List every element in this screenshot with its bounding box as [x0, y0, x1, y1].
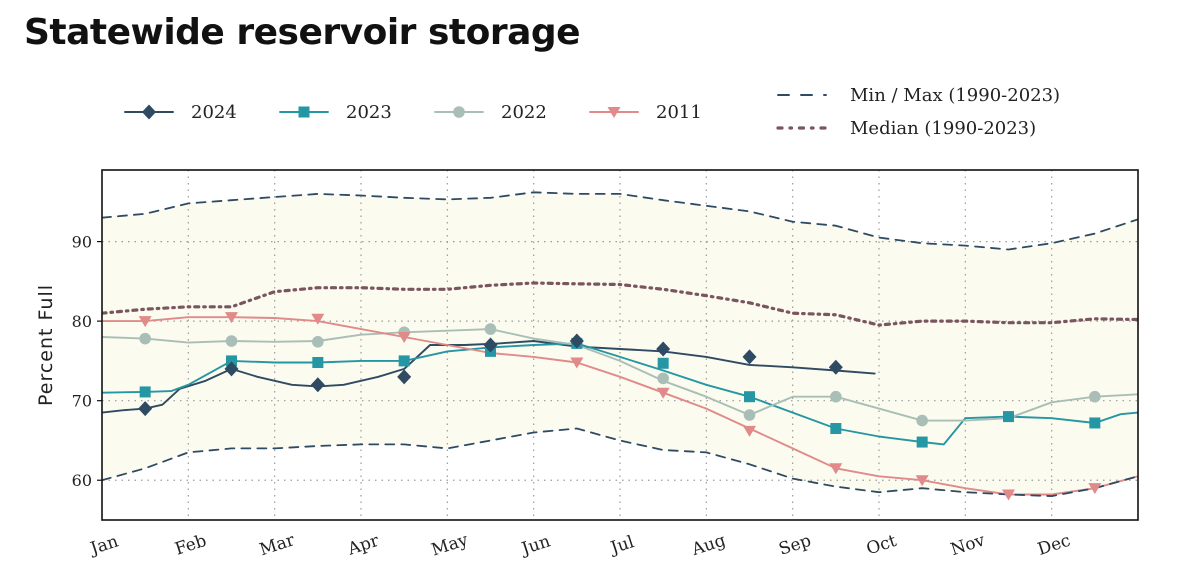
y-tick-label: 70	[72, 392, 92, 411]
marker-2024	[138, 401, 153, 417]
marker-2022	[312, 336, 324, 348]
series-line-2023	[102, 342, 1138, 446]
series-line-2022	[102, 328, 1138, 422]
x-tick-label: May	[429, 530, 471, 561]
y-axis-label: Percent Full	[35, 284, 57, 406]
legend-item-2011: 2011	[589, 102, 702, 123]
marker-2022	[916, 414, 928, 427]
marker-2024	[483, 337, 498, 353]
x-tick-label: Apr	[345, 531, 383, 560]
x-tick-label: Mar	[257, 530, 298, 560]
marker-2011	[570, 357, 584, 369]
plot-area	[101, 169, 1139, 521]
series-line-2011	[102, 316, 1138, 496]
marker-2011	[311, 313, 325, 325]
marker-2022	[743, 409, 756, 421]
x-tick-label: Feb	[173, 531, 210, 560]
marker-2011	[1002, 489, 1015, 501]
x-tick-label: Nov	[948, 530, 988, 560]
y-tick-label: 60	[72, 471, 92, 490]
marker-2024	[310, 377, 325, 393]
marker-2011	[915, 475, 929, 487]
marker-2022	[657, 372, 669, 385]
marker-2022	[830, 390, 842, 403]
legend-label: 2022	[501, 102, 547, 123]
marker-2022	[225, 335, 238, 347]
x-tick-label: Sep	[777, 531, 814, 560]
plot-frame	[101, 169, 1139, 521]
legend-marker	[607, 107, 621, 118]
marker-2023	[744, 391, 755, 403]
legend: 2024 2023 2022 2011 Min / Max (1990-2023) Med…	[124, 85, 1060, 139]
marker-2011	[225, 312, 238, 324]
x-tick-label: Dec	[1035, 531, 1073, 560]
legend-item-min-max-1990-2023: Min / Max (1990-2023)	[777, 85, 1060, 106]
series-line-median-1990-2023	[102, 281, 1138, 327]
marker-2011	[397, 332, 411, 344]
legend-item-2023: 2023	[279, 102, 392, 123]
marker-2022	[1089, 390, 1101, 403]
legend-label: Min / Max (1990-2023)	[850, 85, 1060, 106]
marker-2023	[1089, 417, 1101, 429]
x-tick-label: Jul	[606, 532, 636, 559]
marker-2011	[138, 316, 152, 328]
series-line-min-max-1990-2023	[102, 191, 1138, 251]
x-tick-label: Jun	[517, 531, 552, 560]
legend-item-2022: 2022	[434, 102, 547, 123]
marker-2024	[828, 359, 843, 375]
legend-marker	[142, 104, 156, 120]
marker-2024	[224, 361, 239, 377]
marker-2023	[916, 436, 928, 448]
legend-label: Median (1990-2023)	[850, 118, 1036, 139]
marker-2023	[1003, 411, 1014, 423]
series-lines	[102, 191, 1138, 498]
legend-label: 2023	[346, 102, 392, 123]
series-markers	[138, 312, 1102, 501]
marker-2022	[484, 323, 497, 335]
chart-title: Statewide reservoir storage	[24, 12, 581, 53]
marker-2022	[139, 332, 151, 345]
legend-marker	[453, 106, 465, 118]
marker-2024	[569, 333, 584, 349]
x-tick-label: Jan	[86, 531, 121, 559]
marker-2011	[656, 387, 670, 399]
series-line-min-max-1990-2023-min	[102, 427, 1138, 498]
marker-2024	[742, 349, 757, 365]
marker-2024	[656, 341, 671, 357]
marker-2023	[398, 355, 410, 367]
legend-marker	[298, 106, 310, 118]
legend-item-median-1990-2023: Median (1990-2023)	[776, 118, 1036, 139]
legend-label: 2011	[656, 102, 702, 123]
marker-2011	[829, 463, 843, 475]
marker-2024	[397, 369, 412, 385]
marker-2023	[312, 357, 324, 368]
marker-2023	[226, 355, 237, 367]
x-tick-label: Aug	[689, 530, 729, 560]
legend-item-2024: 2024	[124, 102, 237, 123]
y-tick-label: 90	[72, 233, 92, 252]
marker-2023	[657, 357, 669, 369]
marker-2011	[743, 425, 756, 437]
marker-2023	[139, 386, 151, 398]
y-tick-label: 80	[72, 312, 92, 331]
marker-2011	[1088, 483, 1102, 495]
x-tick-label: Oct	[864, 531, 899, 559]
legend-label: 2024	[191, 102, 237, 123]
marker-2023	[830, 423, 842, 435]
